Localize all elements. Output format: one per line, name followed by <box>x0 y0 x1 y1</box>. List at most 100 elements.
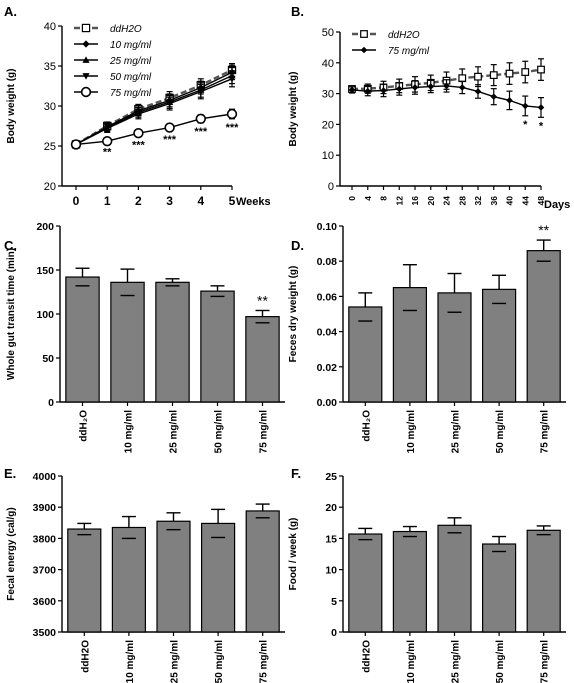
y-axis-label: Body weight (g) <box>6 69 17 144</box>
panel-c: C. 0 50 100 150 200 Whole gut transit time (mi… <box>4 221 285 453</box>
data-point <box>133 128 144 139</box>
bar <box>348 533 383 633</box>
series-line <box>75 74 233 146</box>
data-point <box>411 84 419 91</box>
y-tick-label: 50 <box>42 353 54 365</box>
x-tick-label: 75 mg/ml <box>259 410 270 454</box>
y-axis-label: Body weight (g) <box>288 72 299 147</box>
y-tick-label: 40 <box>322 58 334 70</box>
data-point <box>489 71 498 80</box>
x-tick-label: 8 <box>379 196 389 201</box>
bar <box>200 522 236 633</box>
x-tick-label: 25 mg/ml <box>451 410 462 454</box>
data-point <box>474 88 482 95</box>
x-tick-label: 5 <box>229 194 236 208</box>
data-point <box>458 84 466 91</box>
data-point <box>537 65 545 74</box>
y-tick-label: 0.08 <box>317 256 338 268</box>
y-tick-label: 10 <box>325 565 337 577</box>
bar <box>245 510 280 633</box>
y-axis-label: Feces dry weight (g) <box>288 266 299 363</box>
y-tick-label: 4000 <box>33 471 57 483</box>
x-tick-label: 3 <box>166 194 173 208</box>
legend-marker <box>360 30 368 38</box>
data-point <box>164 122 175 133</box>
significance-marker: *** <box>163 134 177 146</box>
legend-marker <box>360 46 368 54</box>
data-point <box>70 139 82 150</box>
data-point <box>101 136 113 147</box>
y-tick-label: 40 <box>44 21 56 33</box>
legend-marker <box>82 40 90 48</box>
data-point <box>226 108 238 120</box>
panel-a: A. 20 25 30 35 40 Body weight (g) 0 1 2 3 4 5 Weeks **… <box>4 4 271 208</box>
data-point <box>134 111 142 118</box>
x-tick-label: 0 <box>347 196 357 201</box>
y-tick-label: 0 <box>328 181 334 193</box>
x-tick-label: 28 <box>457 196 467 206</box>
x-tick-label: 32 <box>473 196 483 206</box>
data-point <box>443 82 450 90</box>
y-tick-label: 3900 <box>33 502 57 514</box>
data-point <box>380 87 387 94</box>
significance-marker: *** <box>132 139 146 151</box>
bar <box>481 288 517 403</box>
y-tick-label: 20 <box>325 502 337 514</box>
panel-letter: E. <box>4 466 16 481</box>
y-tick-label: 0 <box>331 627 337 639</box>
x-tick-label: 24 <box>442 196 452 206</box>
data-point <box>166 100 174 108</box>
legend-label: 75 mg/ml <box>110 88 152 99</box>
series-1 <box>348 79 545 118</box>
x-tick-label: 44 <box>520 196 530 206</box>
panel-letter: A. <box>4 4 17 19</box>
y-axis-label: Fecal energy (cal/g) <box>6 507 17 600</box>
significance-marker: *** <box>226 122 240 134</box>
y-tick-label: 30 <box>44 101 56 113</box>
legend-label: ddH2O <box>388 30 420 41</box>
data-point <box>103 125 111 132</box>
x-tick-label: 50 mg/ml <box>495 640 506 683</box>
data-point <box>490 93 498 100</box>
panel-letter: F. <box>291 466 301 481</box>
y-tick-label: 0.10 <box>317 221 338 233</box>
data-point <box>195 113 207 125</box>
series-4 <box>70 108 238 150</box>
y-tick-label: 150 <box>36 265 54 277</box>
data-point <box>506 97 513 104</box>
legend-marker <box>82 56 90 63</box>
panel-letter: D. <box>291 238 304 253</box>
y-tick-label: 50 <box>322 27 334 39</box>
x-tick-label: 0 <box>73 194 80 208</box>
bar <box>155 281 190 403</box>
significance-marker: * <box>539 120 544 132</box>
bar <box>200 290 235 403</box>
x-tick-label: 25 mg/ml <box>170 640 181 683</box>
legend-marker <box>80 86 92 98</box>
data-point <box>364 87 372 95</box>
bar <box>348 306 383 403</box>
legend-label: 75 mg/ml <box>388 46 430 57</box>
y-tick-label: 3600 <box>33 596 57 608</box>
x-tick-label: 75 mg/ml <box>540 410 551 454</box>
x-tick-label: 10 mg/ml <box>406 410 417 454</box>
legend-label: 10 mg/ml <box>110 40 152 51</box>
data-point <box>348 86 356 94</box>
x-tick-label: ddH2O <box>80 640 91 673</box>
bar <box>392 287 428 403</box>
y-tick-label: 3500 <box>33 627 57 639</box>
y-tick-label: 0.04 <box>317 327 338 339</box>
bar <box>526 250 561 403</box>
bar <box>437 524 472 633</box>
panel-letter: B. <box>291 4 304 19</box>
x-tick-label: ddH₂O <box>79 410 90 442</box>
data-point <box>427 83 435 90</box>
y-axis-label: Whole gut transit time (min) <box>6 248 17 380</box>
series-line <box>75 113 233 146</box>
bar <box>392 530 428 633</box>
x-tick-label: 48 <box>536 196 546 206</box>
legend-label: 25 mg/ml <box>109 56 152 67</box>
panel-letter: C. <box>4 238 17 253</box>
bar <box>67 528 102 633</box>
